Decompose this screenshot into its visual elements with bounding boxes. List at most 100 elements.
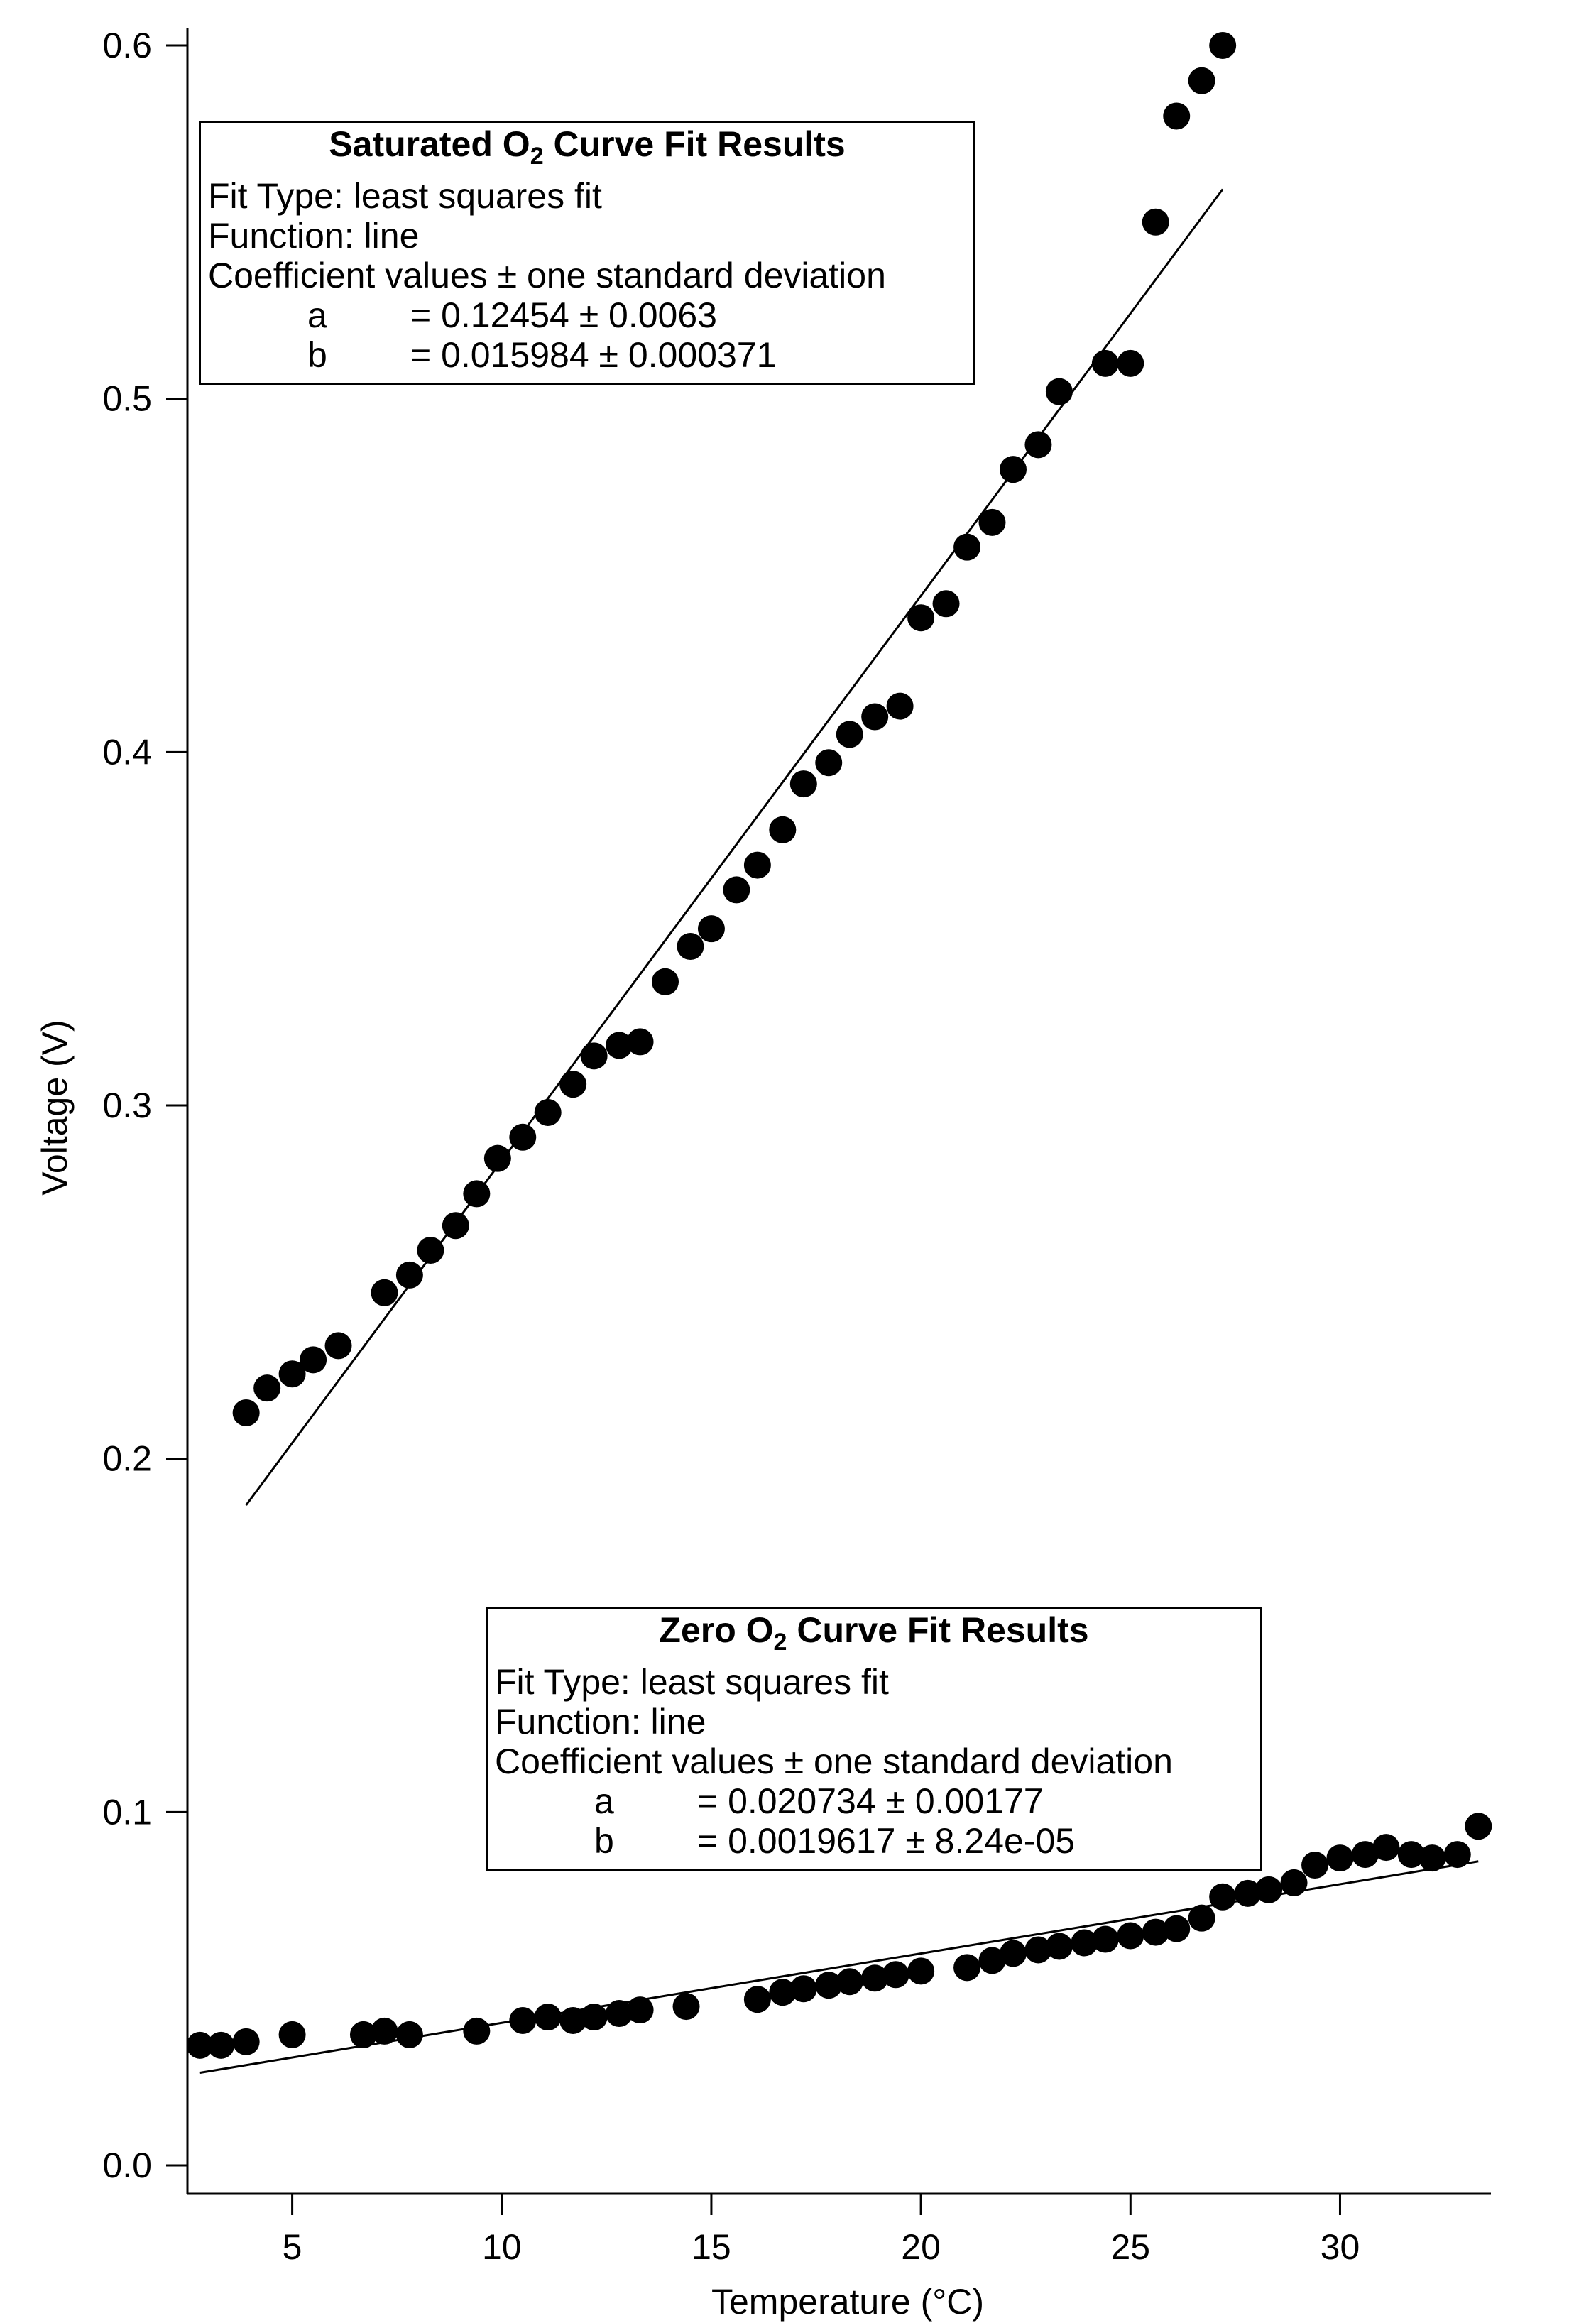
data-point — [907, 604, 935, 632]
data-point — [978, 1947, 1006, 1974]
annotation-title: Zero O2 Curve Fit Results — [659, 1610, 1089, 1656]
y-tick-label: 0.6 — [102, 26, 152, 65]
fit-type-line: Fit Type: least squares fit — [495, 1662, 889, 1702]
function-line: Function: line — [495, 1702, 706, 1742]
data-point — [1209, 31, 1237, 59]
data-point — [509, 2006, 537, 2034]
data-point — [978, 508, 1006, 536]
data-point — [207, 2031, 235, 2059]
data-point — [1142, 208, 1169, 236]
data-point — [861, 703, 889, 731]
data-point — [509, 1123, 537, 1151]
data-point — [1465, 1813, 1492, 1840]
function-line: Function: line — [208, 216, 420, 256]
data-point — [1443, 1841, 1471, 1869]
data-point — [626, 1996, 654, 2024]
data-point — [1091, 349, 1119, 377]
data-point — [1045, 1933, 1073, 1960]
data-point — [677, 933, 704, 961]
data-point — [789, 770, 817, 798]
data-point — [723, 876, 750, 904]
data-point — [324, 1332, 352, 1360]
data-point — [1280, 1869, 1308, 1896]
data-point — [836, 1968, 863, 1996]
data-point — [815, 1972, 843, 1999]
data-point — [232, 2028, 260, 2055]
fit-line-0 — [245, 188, 1224, 1506]
data-point — [559, 1071, 587, 1098]
coefficient-header-line: Coefficient values ± one standard deviat… — [495, 1742, 1173, 1781]
data-point — [580, 2004, 608, 2031]
y-axis-label: Voltage (V) — [35, 1020, 75, 1195]
data-point — [1326, 1844, 1354, 1872]
data-point — [371, 1279, 398, 1306]
data-point — [1142, 1918, 1169, 1946]
data-point — [1188, 1904, 1215, 1932]
data-point — [278, 2021, 306, 2048]
y-tick-label: 0.5 — [102, 379, 152, 419]
fit-type-line: Fit Type: least squares fit — [208, 176, 602, 216]
data-point — [534, 2004, 562, 2031]
x-tick-label: 15 — [692, 2227, 731, 2267]
coefficient-a-row: a = 0.020734 ± 0.00177 — [594, 1781, 1044, 1821]
y-tick-label: 0.2 — [102, 1439, 152, 1479]
data-point — [1117, 1922, 1144, 1950]
data-point — [1372, 1834, 1400, 1862]
data-point — [1234, 1879, 1262, 1907]
data-point — [417, 1237, 444, 1264]
coefficient-a-row: a = 0.12454 ± 0.0063 — [307, 295, 717, 335]
y-tick-label: 0.3 — [102, 1086, 152, 1125]
data-point — [907, 1957, 935, 1985]
x-tick-label: 5 — [283, 2227, 302, 2267]
data-point — [395, 1261, 423, 1289]
data-point — [1024, 431, 1052, 459]
data-point — [1163, 102, 1191, 130]
data-point — [626, 1028, 654, 1056]
data-point — [1045, 378, 1073, 405]
data-point — [743, 1986, 771, 2013]
zero-fit-results-box: Zero O2 Curve Fit Results Fit Type: leas… — [486, 1607, 1262, 1871]
data-point — [580, 1042, 608, 1070]
data-point — [1071, 1929, 1098, 1957]
data-point — [697, 915, 725, 943]
saturated-fit-results-box: Saturated O2 Curve Fit Results Fit Type:… — [199, 121, 975, 385]
data-point — [1209, 1883, 1237, 1911]
x-tick-label: 25 — [1110, 2227, 1150, 2267]
data-point — [769, 816, 797, 843]
data-point — [534, 1098, 562, 1126]
data-point — [442, 1212, 469, 1240]
data-point — [953, 533, 981, 561]
data-point — [300, 1346, 327, 1374]
tick-labels: 0.0 0.1 0.2 0.3 0.4 0.5 0.6 5 10 15 20 25 30 — [102, 26, 1360, 2267]
coefficient-b-row: b = 0.0019617 ± 8.24e-05 — [594, 1821, 1076, 1861]
data-point — [483, 1144, 511, 1172]
data-point — [1024, 1936, 1052, 1964]
annotation-title: Saturated O2 Curve Fit Results — [329, 124, 846, 170]
data-points — [186, 31, 1492, 2059]
data-point — [371, 2017, 398, 2045]
data-point — [1301, 1852, 1329, 1879]
coefficient-header-line: Coefficient values ± one standard deviat… — [208, 256, 886, 295]
data-point — [232, 1399, 260, 1426]
data-point — [1117, 349, 1144, 377]
data-point — [395, 2021, 423, 2048]
x-axis-label: Temperature (°C) — [711, 2282, 984, 2322]
y-tick-label: 0.4 — [102, 732, 152, 772]
data-point — [463, 2017, 491, 2045]
axes — [166, 28, 1491, 2215]
data-point — [559, 2006, 587, 2034]
data-point — [999, 1940, 1027, 1967]
data-point — [1397, 1841, 1425, 1869]
data-point — [815, 749, 843, 777]
x-tick-label: 20 — [901, 2227, 941, 2267]
x-tick-label: 10 — [482, 2227, 522, 2267]
data-point — [886, 692, 914, 720]
data-point — [953, 1954, 981, 1982]
data-point — [861, 1964, 889, 1992]
data-point — [606, 1032, 633, 1059]
data-point — [253, 1374, 281, 1402]
data-point — [186, 2031, 214, 2059]
data-point — [606, 2000, 633, 2028]
data-point — [789, 1975, 817, 2003]
